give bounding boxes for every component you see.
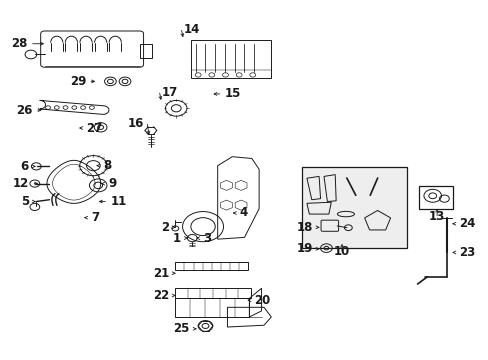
Text: 8: 8 bbox=[103, 159, 111, 172]
Bar bbox=[418, 186, 452, 210]
Text: 5: 5 bbox=[20, 195, 29, 208]
Text: 11: 11 bbox=[110, 195, 126, 208]
Bar bbox=[190, 40, 271, 78]
Text: 27: 27 bbox=[86, 122, 102, 135]
Text: 28: 28 bbox=[11, 37, 27, 50]
Bar bbox=[175, 262, 248, 270]
Text: 18: 18 bbox=[296, 221, 312, 234]
Text: 19: 19 bbox=[296, 242, 312, 255]
Text: 15: 15 bbox=[224, 87, 241, 100]
Text: 6: 6 bbox=[20, 160, 29, 173]
Text: 24: 24 bbox=[458, 217, 474, 230]
Text: 14: 14 bbox=[183, 23, 200, 36]
Bar bbox=[302, 167, 406, 248]
Text: 26: 26 bbox=[16, 104, 32, 117]
Text: 4: 4 bbox=[239, 207, 247, 220]
Text: 23: 23 bbox=[458, 246, 474, 259]
Text: 12: 12 bbox=[13, 177, 29, 190]
Text: 17: 17 bbox=[161, 86, 178, 99]
Bar bbox=[175, 288, 250, 298]
Text: 22: 22 bbox=[152, 289, 168, 302]
Text: 29: 29 bbox=[69, 75, 86, 88]
Text: 1: 1 bbox=[173, 231, 181, 244]
Text: 10: 10 bbox=[333, 245, 349, 258]
Text: 21: 21 bbox=[152, 267, 168, 280]
Text: 3: 3 bbox=[203, 231, 211, 244]
Text: 9: 9 bbox=[108, 177, 116, 190]
Text: 7: 7 bbox=[91, 211, 99, 224]
Text: 20: 20 bbox=[254, 294, 270, 307]
Text: 2: 2 bbox=[161, 221, 168, 234]
Text: 25: 25 bbox=[173, 322, 189, 335]
Text: 13: 13 bbox=[428, 210, 444, 223]
Text: 16: 16 bbox=[128, 117, 144, 130]
Bar bbox=[140, 44, 152, 58]
